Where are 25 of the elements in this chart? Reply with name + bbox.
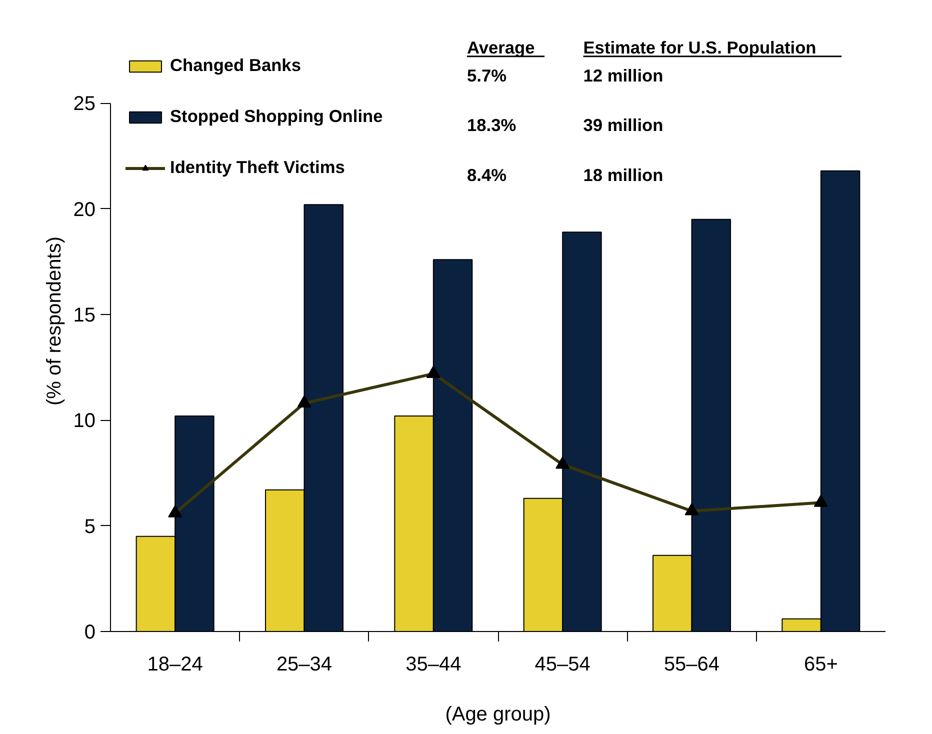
y-tick-label: 10 [73, 410, 96, 432]
annotation: 39 million [583, 115, 664, 136]
x-tick-label: 18–24 [147, 654, 203, 676]
annotation: 18.3% [467, 115, 516, 136]
legend-label: Stopped Shopping Online [170, 106, 383, 127]
x-tick-label: 45–54 [534, 654, 590, 676]
y-tick-label: 0 [84, 622, 96, 644]
y-tick-label: 15 [73, 304, 96, 327]
x-tick-label: 35–44 [406, 654, 462, 676]
x-axis-title: (Age group) [445, 704, 551, 726]
y-tick-label: 25 [73, 93, 96, 116]
text: 5.7% [467, 65, 506, 86]
legend-label: Changed Banks [170, 55, 301, 76]
y-axis-title: (% of respondents) [43, 236, 66, 406]
text: Estimate for U.S. Population [583, 37, 816, 58]
annotation: 8.4% [467, 164, 506, 185]
text: Average [467, 37, 536, 58]
x-tick-label: 25–34 [276, 654, 332, 676]
annotation: 18 million [583, 164, 664, 185]
x-tick-label: 65+ [804, 654, 838, 676]
x-tick-label: 55–64 [664, 654, 720, 676]
text: 12 million [583, 65, 664, 86]
legend-label: Identity Theft Victims [170, 157, 345, 178]
y-tick-label: 20 [73, 198, 96, 221]
y-tick-label: 5 [84, 516, 96, 538]
